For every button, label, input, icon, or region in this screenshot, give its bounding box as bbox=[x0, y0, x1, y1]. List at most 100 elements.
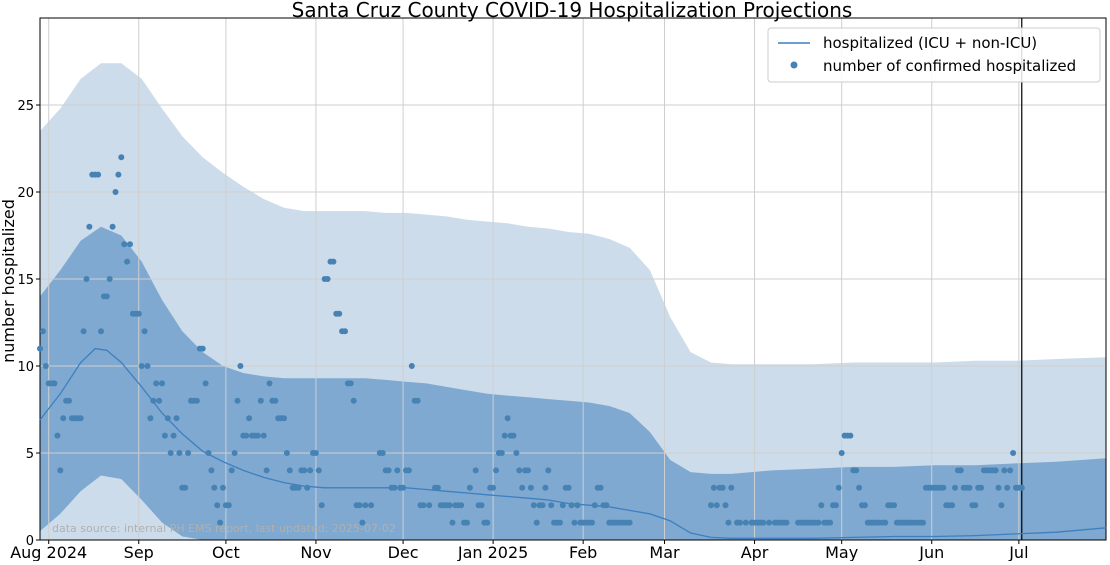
observed-point bbox=[516, 467, 523, 474]
observed-point bbox=[760, 519, 767, 526]
observed-point bbox=[54, 432, 61, 439]
observed-point bbox=[170, 432, 177, 439]
observed-point bbox=[37, 345, 43, 352]
observed-point bbox=[708, 502, 714, 509]
observed-point bbox=[815, 519, 822, 526]
observed-point bbox=[394, 467, 401, 474]
legend-label-hospitalized: hospitalized (ICU + non-ICU) bbox=[823, 34, 1037, 52]
chart-title: Santa Cruz County COVID-19 Hospitalizati… bbox=[292, 0, 853, 22]
observed-point bbox=[783, 519, 790, 526]
observed-point bbox=[856, 484, 863, 491]
observed-point bbox=[548, 502, 555, 509]
observed-point bbox=[719, 484, 726, 491]
observed-point bbox=[359, 519, 366, 526]
x-tick-label: Feb bbox=[569, 543, 597, 561]
observed-point bbox=[1001, 467, 1008, 474]
observed-point bbox=[742, 519, 749, 526]
observed-point bbox=[176, 450, 183, 456]
observed-point bbox=[167, 450, 174, 456]
data-source-annotation: data source: internal PH EMS report, las… bbox=[52, 522, 396, 535]
observed-point bbox=[725, 519, 732, 526]
observed-point bbox=[832, 502, 839, 509]
observed-point bbox=[408, 363, 415, 369]
lower-projection-band bbox=[40, 475, 1106, 540]
observed-point bbox=[513, 450, 520, 456]
observed-point bbox=[571, 519, 578, 526]
observed-point bbox=[283, 450, 290, 456]
observed-point bbox=[891, 502, 897, 509]
observed-point bbox=[556, 519, 563, 526]
observed-point bbox=[231, 450, 238, 456]
observed-point bbox=[449, 519, 456, 526]
y-tick-label: 5 bbox=[26, 447, 34, 462]
observed-point bbox=[150, 397, 157, 404]
observed-point bbox=[301, 467, 308, 474]
y-tick-label: 15 bbox=[17, 273, 34, 288]
observed-point bbox=[565, 484, 572, 491]
observed-point bbox=[940, 484, 947, 491]
observed-point bbox=[434, 484, 441, 491]
observed-point bbox=[978, 484, 985, 491]
x-tick-label: Jun bbox=[918, 543, 944, 561]
observed-point bbox=[568, 502, 575, 509]
observed-point bbox=[949, 502, 956, 509]
y-tick-label: 0 bbox=[26, 534, 34, 549]
observed-point bbox=[225, 502, 232, 509]
observed-point bbox=[827, 519, 834, 526]
observed-point bbox=[559, 502, 566, 509]
observed-point bbox=[342, 328, 348, 335]
inner-projection-band bbox=[40, 226, 1106, 541]
observed-point bbox=[603, 502, 610, 509]
observed-point bbox=[1007, 467, 1014, 474]
observed-point bbox=[260, 432, 267, 439]
observed-point bbox=[458, 502, 465, 509]
observed-point bbox=[861, 502, 868, 509]
x-tick-label: Nov bbox=[300, 543, 331, 561]
observed-point bbox=[504, 415, 511, 422]
observed-point bbox=[286, 467, 293, 474]
observed-point bbox=[42, 363, 49, 369]
observed-point bbox=[173, 415, 180, 422]
x-tick-label: Dec bbox=[388, 543, 419, 561]
observed-point bbox=[66, 397, 72, 404]
observed-point bbox=[713, 502, 720, 509]
observed-point bbox=[147, 415, 154, 422]
observed-point bbox=[199, 345, 206, 352]
observed-point bbox=[838, 450, 845, 456]
observed-point bbox=[414, 397, 421, 404]
observed-point bbox=[818, 502, 825, 509]
observed-point bbox=[728, 484, 735, 491]
observed-point bbox=[957, 467, 964, 474]
observed-point bbox=[591, 502, 598, 509]
observed-point bbox=[545, 467, 552, 474]
observed-point bbox=[202, 380, 209, 387]
observed-point bbox=[234, 397, 241, 404]
observed-point bbox=[115, 171, 122, 178]
observed-point bbox=[98, 328, 104, 335]
observed-point bbox=[127, 241, 133, 248]
observed-point bbox=[295, 484, 302, 491]
observed-point bbox=[379, 450, 386, 456]
observed-point bbox=[737, 519, 743, 526]
observed-point bbox=[510, 432, 517, 439]
observed-point bbox=[315, 467, 322, 474]
observed-point bbox=[153, 380, 160, 387]
observed-point bbox=[214, 502, 221, 509]
observed-point bbox=[193, 397, 200, 404]
observed-point bbox=[307, 467, 314, 474]
observed-point bbox=[920, 519, 926, 526]
observed-point bbox=[103, 293, 110, 300]
observed-point bbox=[426, 502, 433, 509]
observed-point bbox=[106, 276, 113, 282]
legend-point-swatch bbox=[790, 61, 798, 69]
observed-point bbox=[574, 502, 581, 509]
observed-point bbox=[39, 328, 46, 335]
observed-point bbox=[112, 189, 119, 195]
observed-point bbox=[527, 484, 534, 491]
observed-point bbox=[501, 432, 508, 439]
observed-point bbox=[405, 467, 412, 474]
observed-point bbox=[80, 328, 87, 335]
legend: hospitalized (ICU + non-ICU) number of c… bbox=[767, 27, 1101, 83]
